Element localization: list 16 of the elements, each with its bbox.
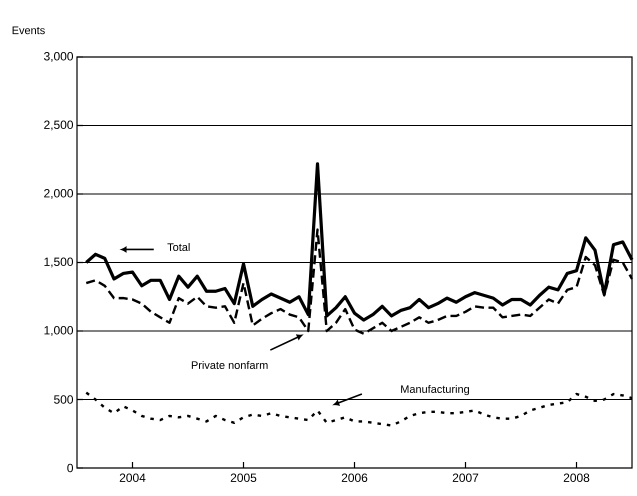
y-axis-title: Events	[12, 26, 45, 34]
y-tick-label: 2,500	[44, 120, 74, 130]
series-label: Manufacturing	[401, 384, 469, 396]
y-tick-label: 1,000	[44, 326, 74, 336]
x-tick-label: 2006	[342, 474, 368, 482]
text: Private nonfarm	[192, 360, 268, 369]
y-tick-label: 1,500	[44, 258, 74, 268]
y-tick-label: 3,000	[44, 52, 74, 62]
y-tick-label: 500	[54, 395, 74, 404]
x-tick-label: 2005	[230, 474, 256, 482]
y-tick-label: 2,000	[44, 189, 74, 199]
y-tick-label: 0	[67, 464, 74, 472]
x-tick-label: 2007	[452, 474, 478, 482]
legend-label: Total	[167, 242, 190, 252]
x-tick-label: 2008	[564, 474, 590, 482]
x-tick-label: 2004	[120, 474, 146, 482]
